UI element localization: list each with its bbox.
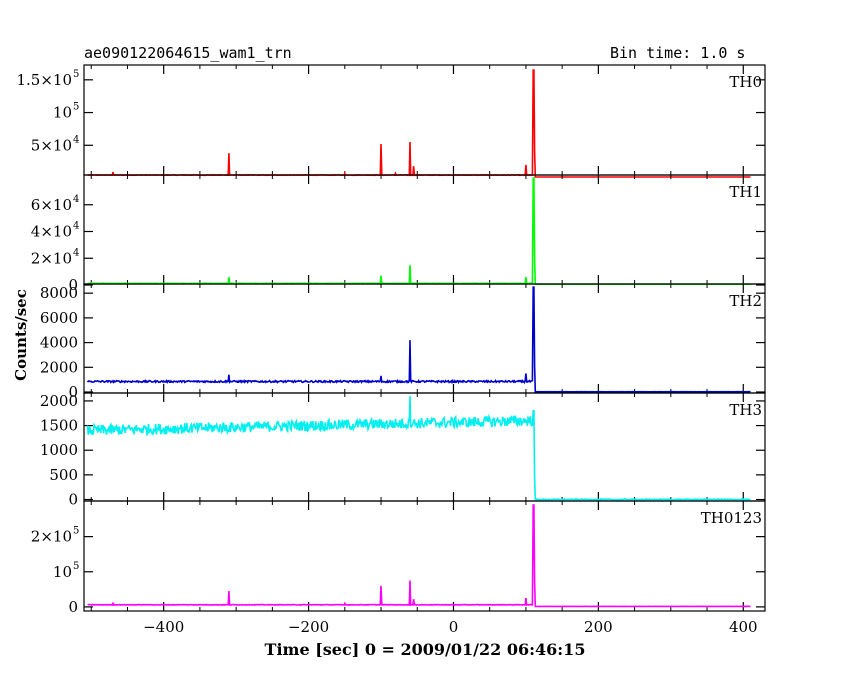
series-line-th0 <box>87 69 751 178</box>
y-tick-exponent: 4 <box>73 194 79 205</box>
panel-th2: 0 2000 4000 6000 8000 TH2 <box>40 283 766 401</box>
panel-th3: 0 500 1000 1500 2000 TH3 <box>40 392 766 509</box>
y-tick-label: 0 <box>68 276 78 294</box>
y-tick-label: 2×10 <box>31 249 72 267</box>
y-tick-label: 4000 <box>40 334 78 352</box>
series-line-th1 <box>87 177 751 285</box>
y-tick-label: 1500 <box>40 417 78 435</box>
y-tick-label: 5×10 <box>31 136 72 154</box>
x-axis-label: Time [sec] 0 = 2009/01/22 06:46:15 <box>264 640 586 659</box>
series-line-th0123 <box>87 504 751 608</box>
y-tick-exponent: 5 <box>73 69 79 80</box>
panel-label: TH1 <box>729 183 762 201</box>
x-tick-label: 200 <box>584 618 613 636</box>
observation-id: ae090122064615_wam1_trn <box>84 44 292 62</box>
y-tick-exponent: 5 <box>73 561 79 572</box>
y-tick-label: 2000 <box>40 392 78 410</box>
y-tick-label: 0 <box>68 598 78 616</box>
x-tick-label: −400 <box>143 618 184 636</box>
panel-label: TH0123 <box>701 509 762 527</box>
y-tick-label: 4×10 <box>31 223 72 241</box>
y-axis-label: Counts/sec <box>12 289 30 381</box>
y-tick-label: 1000 <box>40 441 78 459</box>
y-tick-exponent: 5 <box>73 526 79 537</box>
bin-time-label: Bin time: 1.0 s <box>610 44 746 62</box>
y-tick-label: 2000 <box>40 358 78 376</box>
y-tick-label: 2×10 <box>31 528 72 546</box>
panel-frame <box>83 392 766 502</box>
panel-label: TH2 <box>729 292 762 310</box>
y-tick-label: 0 <box>68 491 78 509</box>
y-tick-label: 10 <box>53 104 72 122</box>
panel-frame <box>83 174 766 285</box>
y-tick-exponent: 4 <box>73 221 79 232</box>
y-tick-label: 1.5×10 <box>16 71 72 89</box>
y-tick-label: 6000 <box>40 309 78 327</box>
y-tick-label: 0 <box>68 383 78 401</box>
y-tick-label: 500 <box>49 466 78 484</box>
panel-label: TH3 <box>729 401 762 419</box>
y-tick-exponent: 5 <box>73 102 79 113</box>
series-line-th3 <box>86 395 751 502</box>
y-tick-exponent: 4 <box>73 247 79 258</box>
panel-frame <box>83 500 766 612</box>
x-tick-label: 0 <box>449 618 459 636</box>
panel-th0: 5×10 410 51.5×10 5 TH0 <box>16 64 766 178</box>
x-tick-label: 400 <box>729 618 758 636</box>
panel-frame <box>83 64 766 176</box>
y-tick-label: 8000 <box>40 284 78 302</box>
panel-th1: 02×10 44×10 46×10 4 TH1 <box>31 174 766 294</box>
x-tick-label: −200 <box>288 618 329 636</box>
series-line-th2 <box>86 286 751 393</box>
y-tick-exponent: 4 <box>73 134 79 145</box>
y-tick-label: 6×10 <box>31 196 72 214</box>
panel-frame <box>83 283 766 394</box>
y-tick-label: 10 <box>53 563 72 581</box>
panel-label: TH0 <box>729 73 762 91</box>
